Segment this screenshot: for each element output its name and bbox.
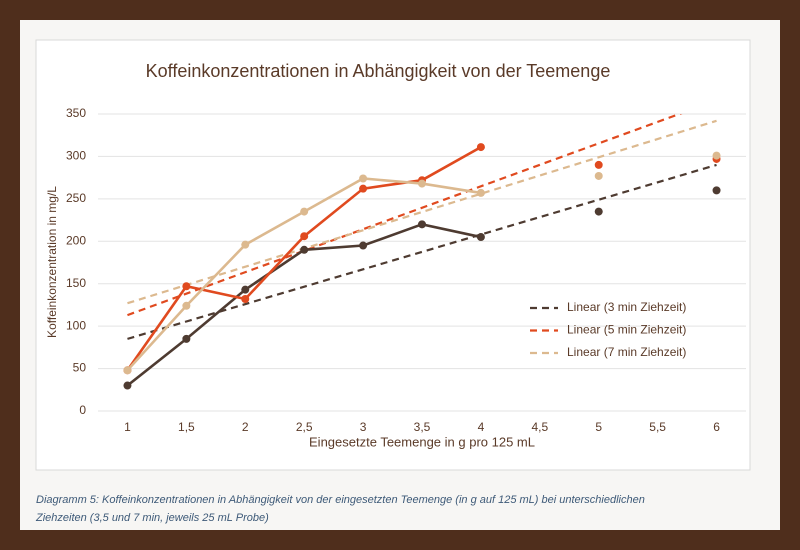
marker [123,366,132,375]
trendline [127,114,683,317]
marker [241,285,250,294]
marker [476,188,485,197]
y-tick-label: 250 [66,191,86,205]
x-tick-label: 3,5 [414,420,431,434]
marker [300,207,309,216]
x-tick-label: 1 [124,420,131,434]
chart-panel [35,39,751,471]
marker [182,282,191,291]
x-tick-label: 2,5 [296,420,313,434]
legend-label: Linear (3 min Ziehzeit) [567,300,686,314]
marker [476,143,485,152]
x-tick-label: 4,5 [531,420,548,434]
trendline [127,163,717,340]
caption: Diagramm 5: Koffeinkonzentrationen in Ab… [36,494,645,506]
marker [359,241,368,250]
marker [300,245,309,254]
x-axis-label: Eingesetzte Teemenge in g pro 125 mL [309,434,535,449]
marker [359,174,368,183]
marker [594,171,603,180]
y-tick-label: 100 [66,318,86,332]
marker [300,232,309,241]
x-tick-label: 2 [242,420,249,434]
marker [241,294,250,303]
marker [182,334,191,343]
y-tick-label: 300 [66,149,86,163]
marker [359,184,368,193]
y-tick-label: 150 [66,276,86,290]
marker [712,151,721,160]
marker [594,207,603,216]
y-axis-label: Koffeinkonzentration in mg/L [45,186,59,338]
x-tick-label: 3 [360,420,367,434]
marker [123,381,132,390]
x-tick-label: 6 [713,420,720,434]
y-tick-label: 50 [73,361,87,375]
marker [241,240,250,249]
y-tick-label: 0 [79,403,86,417]
marker [418,179,426,188]
marker [712,186,721,195]
marker [182,301,191,310]
marker [476,233,485,242]
marker [418,220,426,229]
marker [594,160,603,169]
x-tick-label: 1,5 [178,420,195,434]
x-tick-label: 5,5 [649,420,666,434]
trendline [127,119,717,305]
x-tick-label: 5 [595,420,602,434]
chart-title: Koffeinkonzentrationen in Abhängigkeit v… [146,61,611,81]
caption: Ziehzeiten (3,5 und 7 min, jeweils 25 mL… [35,512,269,524]
x-tick-label: 4 [478,420,485,434]
legend-label: Linear (7 min Ziehzeit) [567,345,686,359]
y-tick-label: 200 [66,233,86,247]
y-tick-label: 350 [66,106,86,120]
legend-label: Linear (5 min Ziehzeit) [567,323,686,337]
